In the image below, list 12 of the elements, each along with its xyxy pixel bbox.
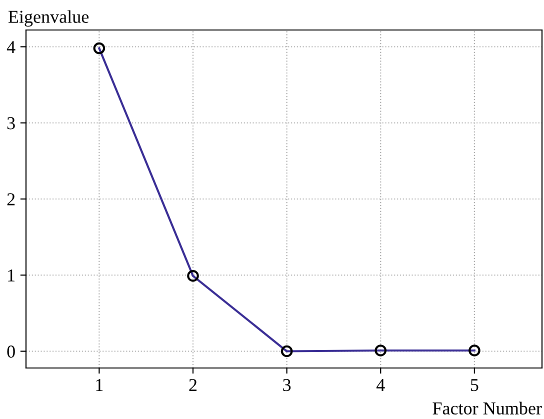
x-tick-label: 2: [189, 378, 197, 391]
y-tick-label: 1: [8, 269, 14, 282]
y-tick-label: 3: [7, 117, 15, 130]
y-tick-label: 2: [7, 193, 15, 206]
y-tick-label: 0: [7, 346, 15, 358]
x-tick-label: 5: [470, 379, 478, 392]
x-tick-label: 1: [96, 379, 103, 391]
x-tick-label: 3: [283, 378, 291, 392]
x-tick-label: 4: [376, 379, 385, 391]
x-axis-title: Factor Number: [432, 402, 542, 415]
y-axis-title: Eigenvalue: [8, 10, 89, 27]
y-tick-label: 4: [6, 41, 16, 54]
